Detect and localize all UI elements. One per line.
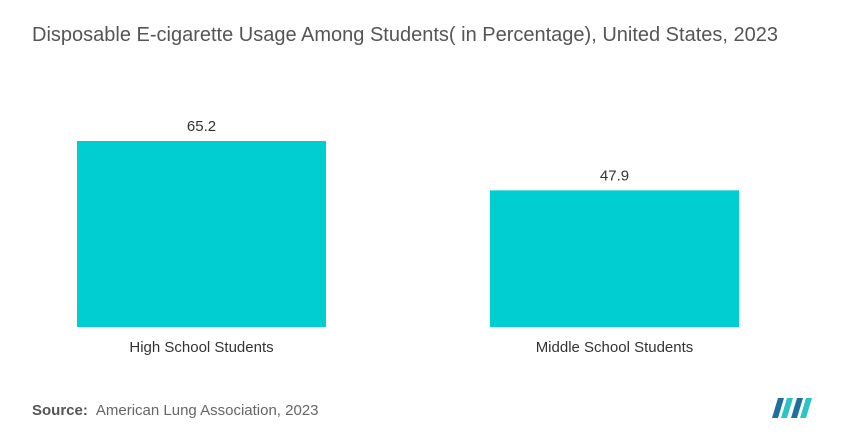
bar-value-label-2: 47.9: [600, 167, 629, 184]
category-label-2: Middle School Students: [536, 339, 694, 356]
source-note: Source: American Lung Association, 2023: [32, 402, 319, 419]
category-label-1: High School Students: [129, 339, 273, 356]
source-label: Source:: [32, 402, 88, 419]
mordor-intelligence-logo-icon: [772, 398, 812, 418]
source-text: American Lung Association, 2023: [95, 402, 319, 419]
bar-2: [490, 190, 739, 327]
bar-1: [77, 141, 326, 327]
bar-value-label-1: 65.2: [187, 118, 216, 135]
chart-title: Disposable E-cigarette Usage Among Stude…: [32, 24, 778, 46]
